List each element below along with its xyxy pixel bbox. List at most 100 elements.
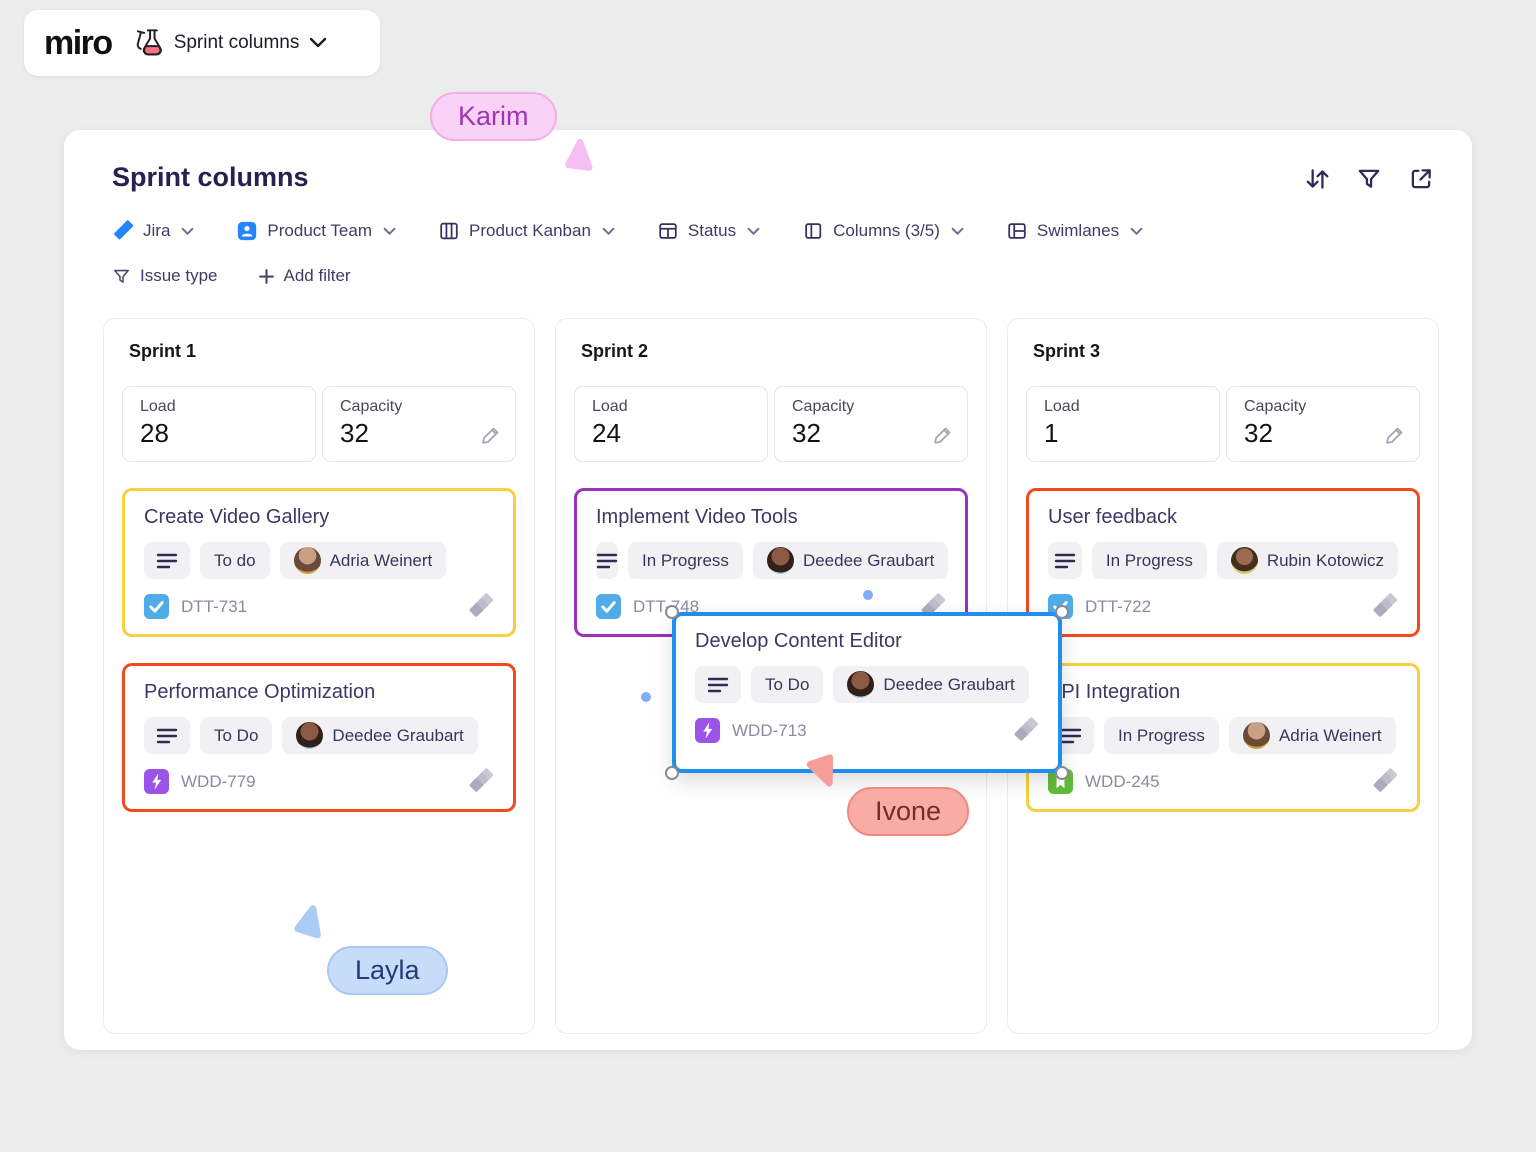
description-icon <box>1048 542 1082 579</box>
task-checkbox-icon <box>144 594 169 619</box>
jira-card[interactable]: Implement Video Tools In Progress Deedee… <box>574 488 968 637</box>
column-title: Sprint 3 <box>1033 341 1101 361</box>
filter-columns[interactable]: Columns (3/5) <box>802 220 964 242</box>
assignee-name: Deedee Graubart <box>332 725 464 745</box>
add-filter-button[interactable]: Add filter <box>258 266 351 286</box>
miro-logo: miro <box>44 23 113 62</box>
capacity-box: Capacity 32 <box>774 386 968 462</box>
assignee-chip: Deedee Graubart <box>752 542 949 579</box>
avatar <box>1242 722 1270 749</box>
jira-card[interactable]: Create Video Gallery To do Adria Weinert <box>122 488 516 637</box>
description-icon <box>144 542 190 579</box>
jira-icon <box>467 768 494 795</box>
filter-product-kanban[interactable]: Product Kanban <box>438 220 615 242</box>
open-external-icon[interactable] <box>1408 166 1434 192</box>
assignee-name: Adria Weinert <box>1278 725 1382 745</box>
board-name: Sprint columns <box>173 32 300 53</box>
funnel-icon <box>114 269 129 283</box>
sprint-columns: Sprint 1 Load 28 Capacity 32 Create Vide… <box>103 318 1439 1034</box>
jira-icon <box>114 220 134 240</box>
column-title: Sprint 1 <box>129 341 197 361</box>
capacity-label: Capacity <box>340 398 403 415</box>
remote-cursor-dot <box>863 590 873 600</box>
card-title: API Integration <box>1048 681 1181 703</box>
selection-handle[interactable] <box>1055 766 1069 780</box>
card-title: Implement Video Tools <box>596 506 798 528</box>
load-box: Load 1 <box>1026 386 1220 462</box>
capacity-box: Capacity 32 <box>322 386 516 462</box>
cursor-pointer-layla <box>294 905 321 939</box>
cursor-pointer-karim <box>565 138 593 171</box>
selection-handle[interactable] <box>665 605 679 619</box>
capacity-label: Capacity <box>1244 398 1307 415</box>
card-title: Develop Content Editor <box>695 630 902 652</box>
status-chip: In Progress <box>628 542 743 579</box>
filter-status[interactable]: Status <box>657 220 760 242</box>
assignee-chip: Adria Weinert <box>1228 717 1396 754</box>
description-icon <box>596 542 618 579</box>
cursor-pointer-ivone <box>806 754 834 787</box>
load-label: Load <box>592 398 628 415</box>
filter-label: Swimlanes <box>1036 221 1120 240</box>
filter-issue-type[interactable]: Issue type <box>112 266 218 286</box>
assignee-name: Deedee Graubart <box>802 550 935 570</box>
edit-pencil-icon[interactable] <box>933 425 953 445</box>
bolt-icon <box>144 769 169 794</box>
issue-key: WDD-713 <box>732 720 807 740</box>
filter-swimlanes[interactable]: Swimlanes <box>1006 220 1143 242</box>
filter-bar-secondary: Issue type Add filter <box>112 266 351 286</box>
sort-icon[interactable] <box>1304 166 1330 192</box>
status-chip: To do <box>200 542 270 579</box>
avatar <box>1230 547 1258 574</box>
jira-card[interactable]: API Integration In Progress Adria Weiner… <box>1026 663 1420 812</box>
issue-key: DTT-731 <box>181 596 248 616</box>
selection-handle[interactable] <box>1055 605 1069 619</box>
avatar <box>293 547 321 574</box>
selected-jira-card[interactable]: Develop Content Editor To Do Deedee Grau… <box>672 612 1062 773</box>
avatar <box>847 671 875 698</box>
remote-cursor-dot <box>641 692 651 702</box>
filter-label: Product Kanban <box>468 221 591 240</box>
sprint-column-3: Sprint 3 Load 1 Capacity 32 User feedbac… <box>1007 318 1439 1034</box>
app-bar: miro Sprint columns <box>24 10 380 76</box>
description-icon <box>695 666 741 703</box>
jira-card[interactable]: Performance Optimization To Do Deedee Gr… <box>122 663 516 812</box>
capacity-value: 32 <box>1244 418 1273 448</box>
status-chip: In Progress <box>1104 717 1219 754</box>
task-checkbox-icon <box>596 594 621 619</box>
selection-handle[interactable] <box>665 766 679 780</box>
jira-card[interactable]: User feedback In Progress Rubin Kotowicz <box>1026 488 1420 637</box>
filter-bar: Jira Product Team Product Kanban Status <box>112 220 1143 242</box>
filter-jira[interactable]: Jira <box>112 220 194 242</box>
kanban-board-icon <box>440 222 458 240</box>
load-label: Load <box>140 398 176 415</box>
card-title: User feedback <box>1048 506 1177 528</box>
page-title: Sprint columns <box>112 162 309 192</box>
chevron-down-icon <box>309 37 327 49</box>
cursor-label-karim: Karim <box>430 92 557 141</box>
load-box: Load 28 <box>122 386 316 462</box>
assignee-chip: Adria Weinert <box>279 542 447 579</box>
issue-key: DTT-748 <box>633 596 700 616</box>
capacity-label: Capacity <box>792 398 855 415</box>
plus-icon <box>258 268 274 284</box>
edit-pencil-icon[interactable] <box>481 425 501 445</box>
filter-label: Columns (3/5) <box>833 221 940 240</box>
edit-pencil-icon[interactable] <box>1385 425 1405 445</box>
filter-funnel-icon[interactable] <box>1356 166 1382 192</box>
load-value: 1 <box>1044 418 1059 448</box>
capacity-value: 32 <box>340 418 369 448</box>
chevron-down-icon <box>602 227 615 235</box>
swimlanes-icon <box>1008 223 1026 239</box>
experiment-flask-icon <box>128 25 164 61</box>
avatar <box>766 547 794 574</box>
cursor-label-layla: Layla <box>327 946 448 995</box>
card-title: Create Video Gallery <box>144 506 330 528</box>
status-chip: To Do <box>200 717 273 754</box>
filter-product-team[interactable]: Product Team <box>236 220 396 242</box>
assignee-chip: Deedee Graubart <box>282 717 478 754</box>
jira-icon <box>1012 717 1039 744</box>
column-title: Sprint 2 <box>581 341 649 361</box>
avatar <box>296 722 324 749</box>
board-switcher[interactable]: Sprint columns <box>128 25 328 61</box>
